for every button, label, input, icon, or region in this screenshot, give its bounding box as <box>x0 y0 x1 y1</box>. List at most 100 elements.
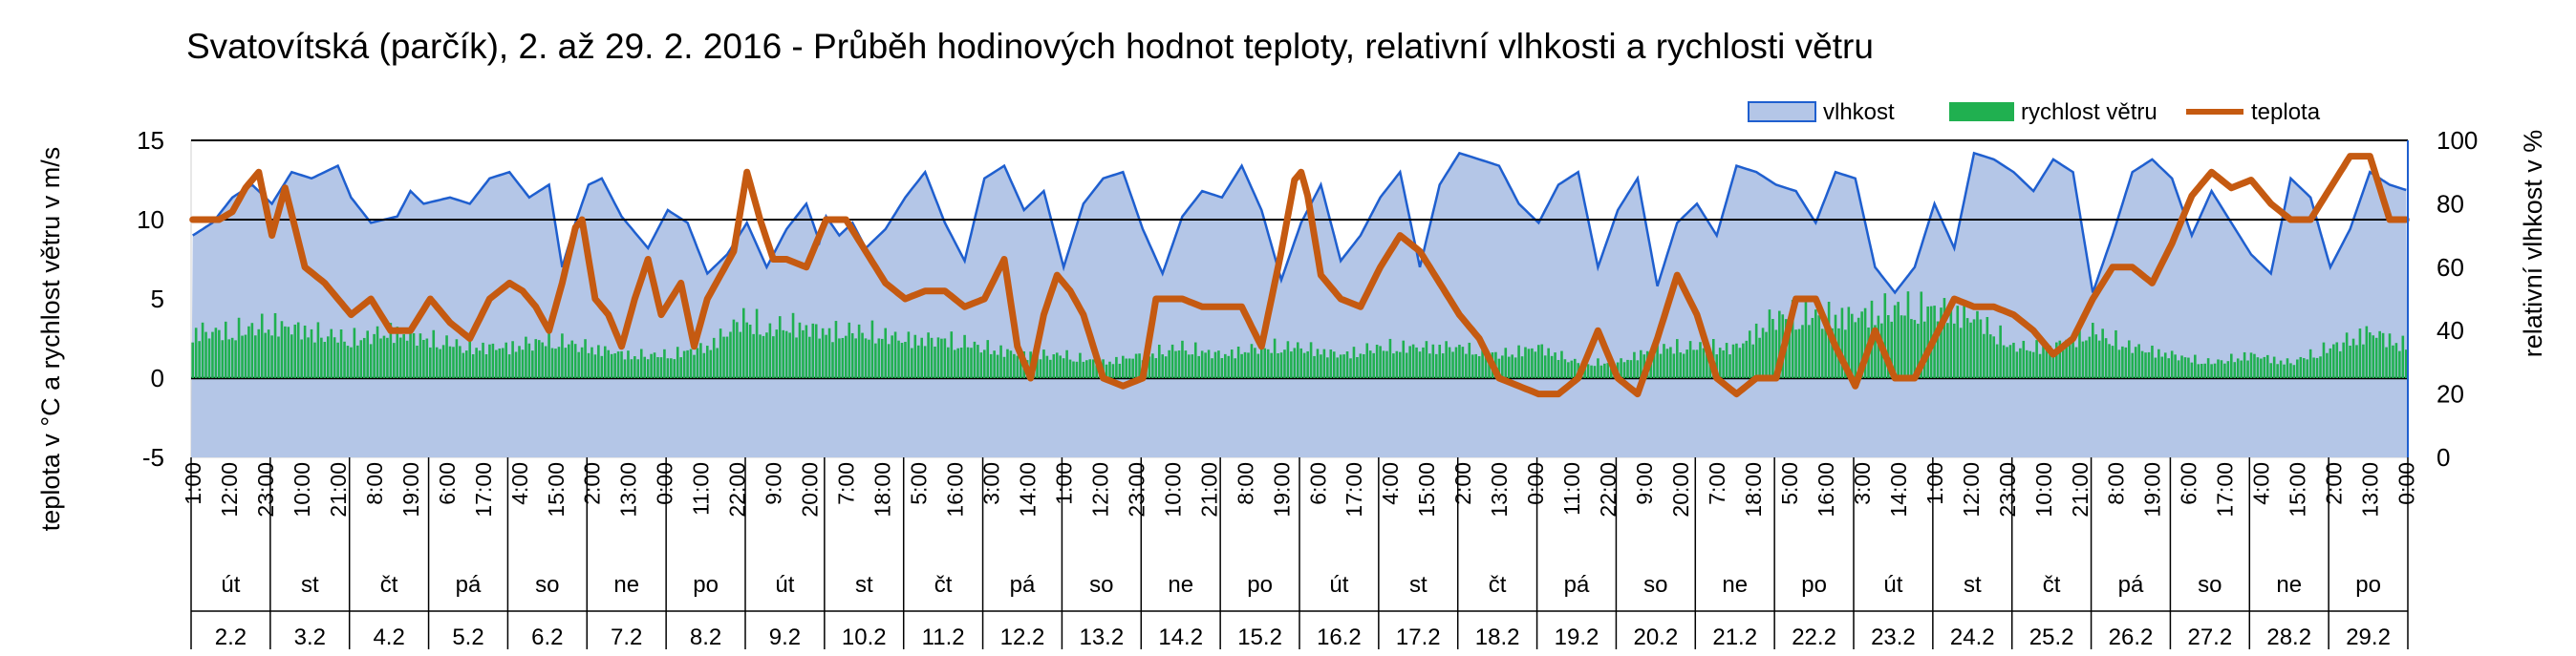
wind-bar <box>1402 340 1406 378</box>
wind-bar <box>1127 358 1131 378</box>
weekday-label: pá <box>1010 572 1036 598</box>
hour-tick-label: 14:00 <box>1016 462 1041 518</box>
wind-bar <box>959 348 963 378</box>
humidity-area-layer <box>191 151 2408 458</box>
wind-bar <box>673 359 676 378</box>
wind-bar <box>679 357 682 378</box>
left-tick-label: -5 <box>142 443 164 472</box>
wind-bar <box>841 337 845 378</box>
hour-tick-label: 2:00 <box>580 462 605 505</box>
wind-bar <box>864 338 868 378</box>
wind-bar <box>913 334 917 378</box>
wind-bar <box>1477 356 1481 378</box>
wind-bar <box>1513 357 1517 378</box>
wind-bar <box>1181 340 1184 378</box>
wind-bar <box>1811 317 1814 378</box>
wind-bar <box>827 328 831 378</box>
wind-bar <box>534 339 538 378</box>
hour-tick-label: 16:00 <box>943 462 968 518</box>
wind-bar <box>719 328 722 378</box>
wind-bar <box>1345 351 1349 378</box>
wind-bar <box>1633 351 1636 378</box>
hour-tick-label: 7:00 <box>1705 462 1729 505</box>
wind-bar <box>1211 358 1213 378</box>
wind-bar <box>2061 349 2065 378</box>
wind-bar <box>748 324 752 378</box>
hour-tick-label: 0:00 <box>653 462 677 505</box>
date-label: 7.2 <box>611 624 642 650</box>
wind-bar <box>550 348 554 378</box>
wind-bar <box>2345 332 2349 378</box>
wind-bar <box>1758 337 1761 378</box>
hour-tick-label: 1:00 <box>1051 462 1076 505</box>
wind-bar <box>663 349 666 378</box>
wind-bar <box>362 337 366 378</box>
wind-bar <box>646 359 650 378</box>
wind-bar <box>1428 353 1431 378</box>
wind-bar <box>518 346 521 378</box>
hour-tick-label: 10:00 <box>1160 462 1185 518</box>
wind-bar <box>818 338 821 378</box>
wind-bar <box>947 347 950 378</box>
wind-bar <box>1326 357 1329 378</box>
wind-bar <box>307 337 310 378</box>
wind-bar <box>2167 358 2170 378</box>
wind-bar <box>795 337 798 378</box>
wind-bar <box>2223 363 2226 378</box>
left-tick-label: 0 <box>151 364 164 392</box>
wind-bar <box>2134 347 2137 378</box>
wind-bar <box>2233 362 2237 378</box>
wind-bar <box>254 335 257 378</box>
wind-bar <box>2137 344 2140 378</box>
wind-bar <box>1854 322 1857 378</box>
wind-bar <box>2378 330 2381 378</box>
wind-bar <box>768 323 772 378</box>
wind-bar <box>353 328 356 378</box>
wind-bar <box>1597 358 1599 378</box>
wind-bar <box>2163 352 2167 378</box>
wind-bar <box>1382 350 1385 378</box>
wind-bar <box>1603 363 1606 378</box>
wind-bar <box>201 322 204 378</box>
wind-bar <box>716 348 719 378</box>
wind-bar <box>643 356 646 378</box>
wind-bar <box>1685 349 1688 378</box>
wind-bar <box>712 337 716 378</box>
wind-bar <box>2394 343 2398 378</box>
wind-bar <box>2358 328 2362 378</box>
wind-bar <box>1706 353 1708 378</box>
wind-bar <box>230 337 234 378</box>
wind-bar <box>416 345 419 378</box>
wind-bar <box>1788 326 1791 378</box>
wind-bar <box>270 335 273 378</box>
wind-bar <box>1260 343 1263 378</box>
wind-bar <box>2092 323 2094 378</box>
hour-tick-label: 18:00 <box>1741 462 1766 518</box>
wind-bar <box>2315 357 2319 378</box>
wind-bar <box>1913 320 1917 378</box>
wind-bar <box>541 342 544 378</box>
wind-bar <box>2104 338 2108 378</box>
wind-bar <box>2372 335 2375 378</box>
wind-bar <box>570 340 574 378</box>
date-label: 21.2 <box>1712 624 1757 650</box>
wind-bar <box>310 328 313 378</box>
wind-bar <box>2068 343 2072 378</box>
wind-bar <box>986 340 990 378</box>
wind-bar <box>2362 344 2365 378</box>
wind-bar <box>891 335 893 378</box>
wind-bar <box>441 345 445 378</box>
hour-tick-label: 2:00 <box>2322 462 2347 505</box>
wind-bar <box>2124 347 2128 378</box>
wind-bar <box>966 347 970 378</box>
wind-bar <box>597 345 600 378</box>
wind-bar <box>778 316 782 378</box>
wind-bar <box>1408 346 1411 378</box>
wind-bar <box>736 322 739 378</box>
wind-bar <box>709 349 713 378</box>
wind-bar <box>1900 315 1903 378</box>
wind-bar <box>1207 349 1211 378</box>
temperature-line-layer <box>189 153 2410 398</box>
wind-bar <box>207 338 211 378</box>
wind-bar <box>1049 359 1052 378</box>
